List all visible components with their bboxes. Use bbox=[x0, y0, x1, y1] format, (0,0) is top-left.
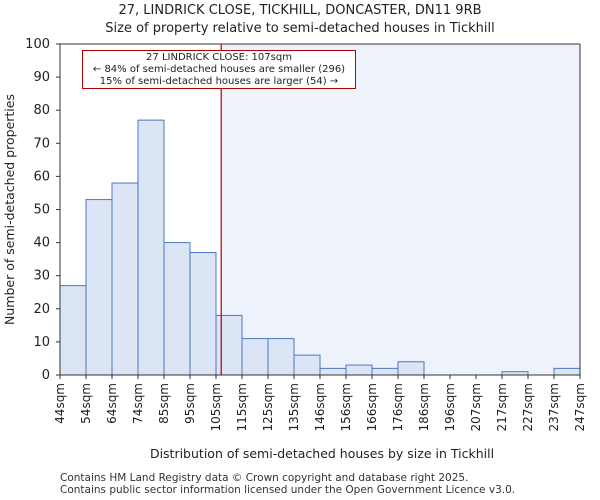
x-tick-label: 207sqm bbox=[469, 383, 483, 431]
bar bbox=[267, 338, 295, 376]
bar bbox=[345, 364, 373, 376]
bar bbox=[293, 354, 321, 376]
x-tick-label: 196sqm bbox=[443, 383, 457, 431]
chart-title-line1: 27, LINDRICK CLOSE, TICKHILL, DONCASTER,… bbox=[118, 3, 482, 18]
annotation-line2: ← 84% of semi-detached houses are smalle… bbox=[92, 64, 346, 75]
y-tick-label: 80 bbox=[33, 103, 50, 118]
annotation-box: 27 LINDRICK CLOSE: 107sqm ← 84% of semi-… bbox=[82, 50, 356, 89]
y-tick-label: 10 bbox=[33, 335, 50, 350]
x-tick-label: 227sqm bbox=[521, 383, 535, 431]
bar bbox=[111, 182, 139, 376]
bar bbox=[163, 242, 191, 376]
x-tick-label: 54sqm bbox=[79, 383, 93, 424]
x-tick-label: 95sqm bbox=[183, 383, 197, 424]
x-tick-label: 85sqm bbox=[157, 383, 171, 424]
y-tick-label: 70 bbox=[33, 136, 50, 151]
bar bbox=[553, 367, 581, 376]
x-tick-label: 186sqm bbox=[417, 383, 431, 431]
x-tick-label: 156sqm bbox=[339, 383, 353, 431]
bar bbox=[137, 119, 165, 376]
x-tick-label: 44sqm bbox=[53, 383, 67, 424]
x-tick-label: 146sqm bbox=[313, 383, 327, 431]
x-tick-label: 115sqm bbox=[235, 383, 249, 431]
bar bbox=[85, 199, 113, 376]
chart-title-line2: Size of property relative to semi-detach… bbox=[105, 21, 495, 36]
y-tick-label: 30 bbox=[33, 269, 50, 284]
x-tick-label: 105sqm bbox=[209, 383, 223, 431]
x-tick-label: 176sqm bbox=[391, 383, 405, 431]
x-tick-label: 166sqm bbox=[365, 383, 379, 431]
bar bbox=[397, 361, 425, 376]
y-tick-label: 50 bbox=[33, 203, 50, 218]
footer-line2: Contains public sector information licen… bbox=[60, 484, 516, 496]
y-tick-label: 90 bbox=[33, 70, 50, 85]
annotation-line3: 15% of semi-detached houses are larger (… bbox=[99, 76, 339, 87]
bar bbox=[241, 338, 269, 376]
x-tick-label: 247sqm bbox=[573, 383, 587, 431]
x-tick-label: 64sqm bbox=[105, 383, 119, 424]
y-tick-label: 0 bbox=[42, 368, 50, 383]
bar bbox=[189, 252, 217, 376]
x-axis-label: Distribution of semi-detached houses by … bbox=[150, 446, 494, 461]
x-tick-label: 217sqm bbox=[495, 383, 509, 431]
bar bbox=[59, 285, 87, 376]
y-tick-label: 20 bbox=[33, 302, 50, 317]
x-tick-label: 135sqm bbox=[287, 383, 301, 431]
footer-line1: Contains HM Land Registry data © Crown c… bbox=[60, 472, 469, 484]
y-tick-label: 60 bbox=[33, 169, 50, 184]
highlight-region bbox=[221, 44, 580, 375]
y-tick-label: 100 bbox=[25, 37, 50, 52]
bar bbox=[215, 314, 243, 376]
bar bbox=[319, 367, 347, 376]
y-tick-label: 40 bbox=[33, 236, 50, 251]
y-axis-label: Number of semi-detached properties bbox=[2, 94, 17, 325]
x-tick-label: 74sqm bbox=[131, 383, 145, 424]
x-tick-label: 125sqm bbox=[261, 383, 275, 431]
annotation-line1: 27 LINDRICK CLOSE: 107sqm bbox=[146, 52, 292, 63]
x-tick-label: 237sqm bbox=[547, 383, 561, 431]
bar bbox=[371, 367, 399, 376]
